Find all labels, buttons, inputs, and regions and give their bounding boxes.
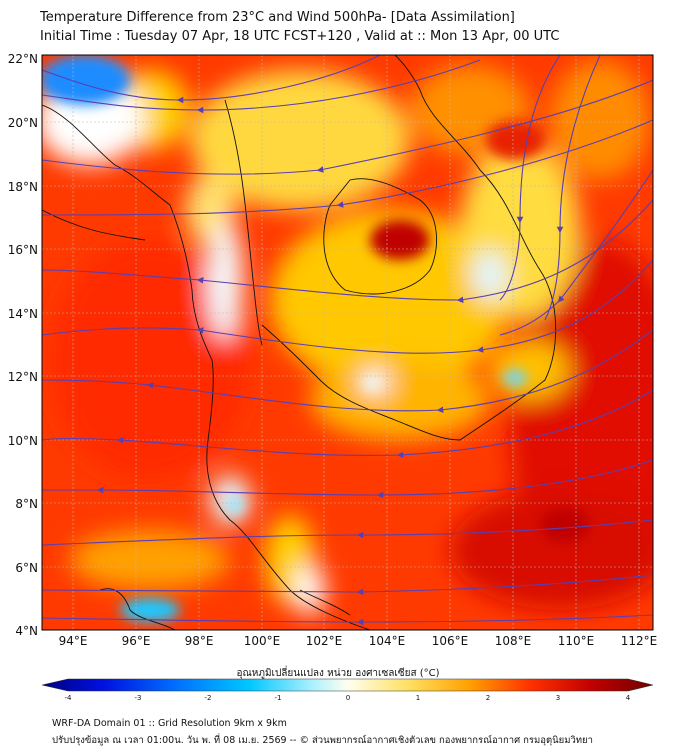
lon-tick-108: 108°E [495,634,532,648]
colorbar-tick: 0 [346,694,350,702]
lon-tick-112: 112°E [621,634,658,648]
lon-tick-102: 102°E [306,634,343,648]
lat-tick-14: 14°N [8,307,38,321]
lat-tick-18: 18°N [8,180,38,194]
colorbar-tick: -1 [275,694,282,702]
footer-model-info: WRF-DA Domain 01 :: Grid Resolution 9km … [52,718,287,729]
lon-tick-100: 100°E [244,634,281,648]
lat-tick-20: 20°N [8,116,38,130]
map-subtitle: Initial Time : Tuesday 07 Apr, 18 UTC FC… [40,29,560,44]
lat-tick-12: 12°N [8,370,38,384]
colorbar-tick: 2 [486,694,490,702]
colorbar-tick: -4 [65,694,73,702]
lon-tick-94: 94°E [59,634,88,648]
wind-streamlines [42,55,653,626]
colorbar-title: อุณหภูมิเปลี่ยนแปลง หน่วย องศาเซลเซียส (… [236,668,440,679]
lat-tick-8: 8°N [15,497,38,511]
lon-tick-104: 104°E [369,634,406,648]
map-frame [41,54,654,631]
colorbar-tick: 4 [626,694,631,702]
lat-tick-6: 6°N [15,561,38,575]
gridlines [42,55,653,630]
map-title: Temperature Difference from 23°C and Win… [40,10,515,25]
lon-tick-110: 110°E [558,634,595,648]
colorbar-tick: 1 [416,694,420,702]
temperature-field [42,55,653,630]
lon-tick-98: 98°E [185,634,214,648]
colorbar-tick: -3 [135,694,142,702]
lat-tick-22: 22°N [8,52,38,66]
colorbar [41,678,654,692]
footer-credit: ปรับปรุงข้อมูล ณ เวลา 01:00น. วัน พ. ที่… [52,735,593,746]
lon-tick-106: 106°E [432,634,469,648]
colorbar-tick: 3 [556,694,560,702]
lon-tick-96: 96°E [122,634,151,648]
lat-tick-4: 4°N [15,624,38,638]
lat-tick-16: 16°N [8,243,38,257]
colorbar-tick: -2 [205,694,212,702]
lat-tick-10: 10°N [8,434,38,448]
